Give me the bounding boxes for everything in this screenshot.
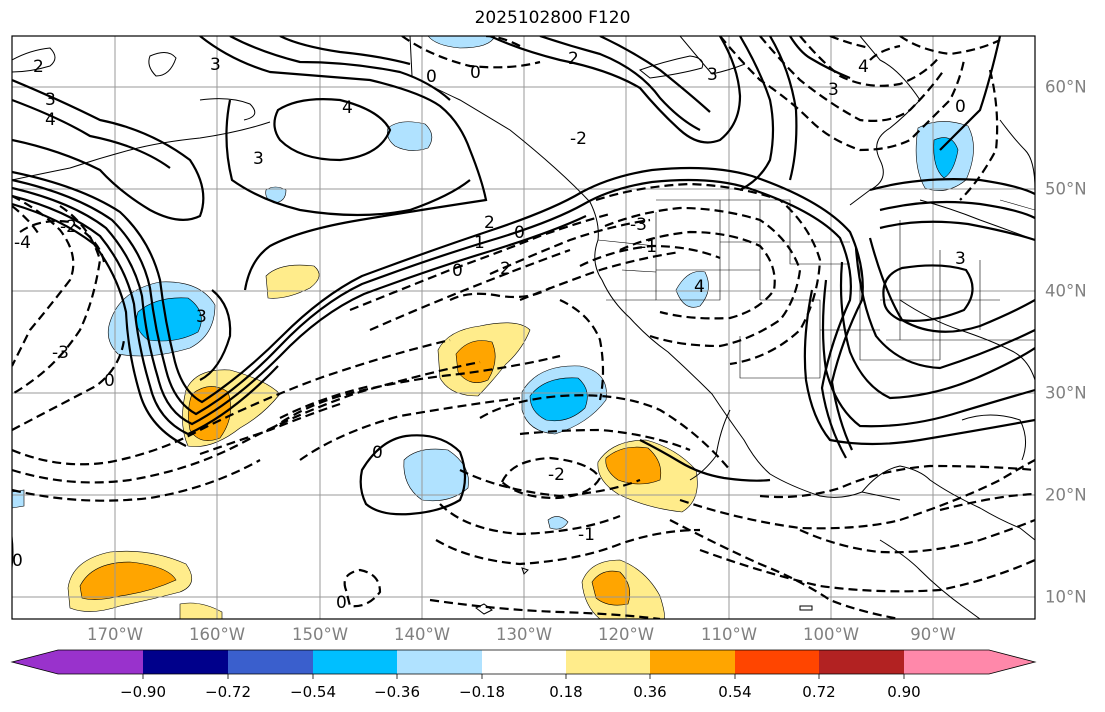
contour-label: 2: [500, 259, 511, 279]
contour-labels: 3 4 3 4 2 0 0 4 3 3 4 3 0 3 2 1 0 0 2 -2…: [12, 49, 966, 613]
contour-label: 0: [336, 593, 347, 613]
lat-label-40n: 40°N: [1045, 281, 1087, 301]
contour-label: 1: [474, 233, 485, 253]
colorbar-bin: [397, 650, 482, 674]
map-title: 2025102800 F120: [474, 8, 631, 28]
lon-label-130w: 130°W: [495, 625, 553, 644]
colorbar-bin: [57, 650, 143, 674]
dashed-contours: [12, 36, 1035, 619]
contour-label: 3: [707, 65, 718, 85]
contour-label: -3: [52, 343, 69, 363]
contour-label: 0: [955, 97, 966, 117]
shade-blue-hudson-core: [933, 137, 959, 179]
shade-blue-rockies: [675, 271, 709, 308]
lon-label-160w: 160°W: [188, 625, 246, 644]
colorbar-tick-label: −0.72: [205, 683, 251, 701]
contour-label: -1: [578, 525, 595, 545]
colorbar-bin: [735, 650, 819, 674]
colorbar-bin: [228, 650, 313, 674]
shade-blue-small-pacific: [265, 186, 287, 204]
colorbar-tick-label: −0.90: [120, 683, 166, 701]
contour-label: 0: [372, 443, 383, 463]
lon-label-90w: 90°W: [910, 625, 956, 644]
contour-label: -4: [14, 233, 31, 253]
contour-label: 3: [210, 55, 221, 75]
colorbar-extend-high: [989, 650, 1035, 674]
contour-label: 0: [12, 551, 23, 571]
shade-blue-baja-core: [529, 377, 588, 422]
contour-label: 4: [45, 110, 56, 130]
contour-label: 2: [484, 213, 495, 233]
lon-label-100w: 100°W: [802, 625, 860, 644]
colorbar-bin: [143, 650, 228, 674]
contour-label: 3: [196, 307, 207, 327]
contour-label: -2: [570, 129, 587, 149]
colorbar-tick-label: −0.54: [290, 683, 336, 701]
shade-orange-north-central: [455, 340, 496, 383]
contour-label: 2: [33, 57, 44, 77]
colorbar-extend-low: [12, 650, 58, 674]
contour-label: 4: [694, 277, 705, 297]
gridlines: [12, 36, 1035, 619]
contour-label: 2: [568, 49, 579, 69]
colorbar-bin: [650, 650, 735, 674]
lat-label-10n: 10°N: [1045, 587, 1087, 607]
contour-label: 0: [104, 371, 115, 391]
shade-orange-east: [605, 446, 662, 485]
contour-label: 0: [426, 67, 437, 87]
lon-label-170w: 170°W: [86, 625, 144, 644]
colorbar-tick-label: 0.36: [633, 683, 667, 701]
lat-label-50n: 50°N: [1045, 179, 1087, 199]
contour-label: -2: [60, 217, 77, 237]
contour-label: 3: [828, 80, 839, 100]
contour-label: -3: [630, 215, 647, 235]
map-frame: [11, 35, 1036, 620]
colorbar-tick-label: −0.18: [459, 683, 505, 701]
colorbar-tick-label: −0.36: [374, 683, 420, 701]
lat-label-20n: 20°N: [1045, 485, 1087, 505]
contour-label: 0: [514, 223, 525, 243]
contour-label: 0: [470, 63, 481, 83]
colorbar-tick-label: 0.72: [802, 683, 836, 701]
colorbar-bin: [904, 650, 990, 674]
contour-label: 3: [45, 90, 56, 110]
lon-label-150w: 150°W: [291, 625, 349, 644]
contour-label: 0: [452, 261, 463, 281]
shade-blue-tiny: [547, 516, 569, 530]
lon-label-120w: 120°W: [597, 625, 655, 644]
shade-orange-sw: [79, 561, 177, 600]
contour-label: -1: [640, 237, 657, 257]
lat-label-30n: 30°N: [1045, 383, 1087, 403]
colorbar-tick-label: 0.54: [718, 683, 752, 701]
shade-blue-central: [403, 448, 469, 502]
contour-label: 4: [858, 57, 869, 77]
colorbar-bin: [313, 650, 397, 674]
contour-label: -2: [548, 465, 565, 485]
state-borders: [597, 199, 1035, 379]
colorbar: [10, 649, 1037, 679]
contour-label: 3: [955, 249, 966, 269]
colorbar-outline: [10, 649, 1037, 675]
colorbar-tick-label: 0.18: [549, 683, 583, 701]
lat-label-60n: 60°N: [1045, 77, 1087, 97]
shade-yellow-small: [265, 264, 320, 299]
lon-label-140w: 140°W: [393, 625, 451, 644]
colorbar-tick-label: 0.90: [887, 683, 921, 701]
shade-blue-edge: [12, 489, 25, 509]
solid-contours: [12, 36, 1035, 516]
colorbar-bin: [482, 650, 566, 674]
shade-blue-gulf-alaska: [387, 121, 433, 151]
colorbar-bin: [819, 650, 904, 674]
contour-label: 4: [342, 98, 353, 118]
contour-label: 3: [253, 149, 264, 169]
shade-blue-top: [427, 36, 496, 49]
lon-label-110w: 110°W: [700, 625, 758, 644]
colorbar-bin: [566, 650, 650, 674]
shade-yellow-sw2: [179, 602, 223, 619]
